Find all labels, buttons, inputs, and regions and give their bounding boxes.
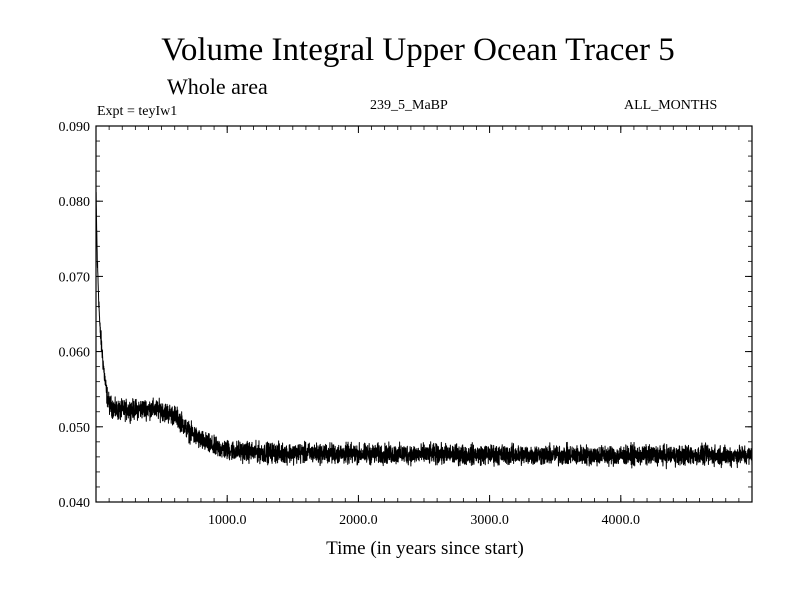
y-tick-label: 0.050 xyxy=(59,421,91,436)
x-tick-label: 3000.0 xyxy=(470,513,509,528)
y-tick-label: 0.080 xyxy=(59,195,91,210)
y-tick-label: 0.040 xyxy=(59,496,91,511)
y-tick-label: 0.060 xyxy=(59,346,91,361)
series-line xyxy=(95,191,753,470)
experiment-label: Expt = teyIw1 xyxy=(97,104,178,119)
y-tick-label: 0.070 xyxy=(59,270,91,285)
chart-title: Volume Integral Upper Ocean Tracer 5 xyxy=(161,32,675,68)
x-axis-label: Time (in years since start) xyxy=(326,538,524,559)
months-label: ALL_MONTHS xyxy=(624,98,718,113)
x-tick-label: 4000.0 xyxy=(602,513,641,528)
y-tick-label: 0.090 xyxy=(59,120,91,135)
x-tick-label: 1000.0 xyxy=(208,513,247,528)
run-label: 239_5_MaBP xyxy=(370,98,448,113)
x-tick-label: 2000.0 xyxy=(339,513,378,528)
chart-subtitle: Whole area xyxy=(167,74,268,99)
